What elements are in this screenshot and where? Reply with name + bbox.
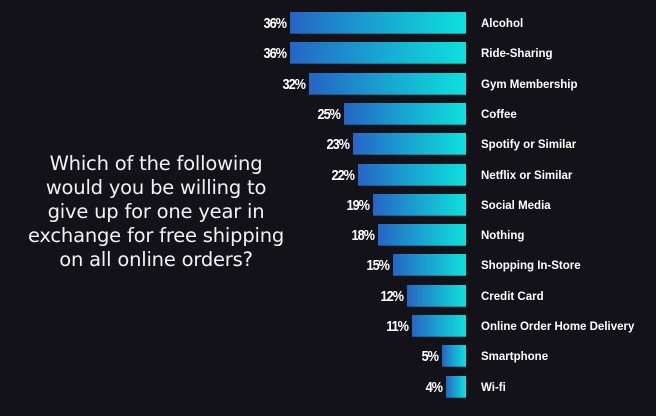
bar-row: 32% Gym Membership xyxy=(0,72,656,97)
bar xyxy=(412,315,466,337)
value-label: 12% xyxy=(380,287,404,305)
question-line: would you be willing to xyxy=(45,176,267,199)
bar xyxy=(407,284,466,307)
category-label: Online Order Home Delivery xyxy=(481,321,635,333)
value-label: 36% xyxy=(263,45,286,63)
category-label: Smartphone xyxy=(481,351,549,364)
category-label: Shopping In-Store xyxy=(481,260,581,273)
bar-row: 12% Credit Card xyxy=(0,284,656,309)
bar-row: 15% Shopping In-Store xyxy=(0,254,656,278)
question-line: Which of the following xyxy=(49,152,263,175)
value-label: 15% xyxy=(366,257,389,275)
bar-row: 11% Online Order Home Delivery xyxy=(0,315,656,339)
value-label: 23% xyxy=(326,136,350,154)
bar xyxy=(289,42,466,65)
category-label: Nothing xyxy=(481,230,525,243)
category-label: Spotify or Similar xyxy=(481,139,577,152)
question-line: give up for one year in xyxy=(47,200,265,223)
bar-row: 36% Alcohol xyxy=(0,12,656,36)
bar xyxy=(309,72,466,95)
bar-row: 4% Wi-fi xyxy=(0,375,656,400)
value-label: 36% xyxy=(263,15,286,32)
category-label: Gym Membership xyxy=(481,78,578,91)
bar xyxy=(353,133,466,156)
value-label: 4% xyxy=(426,378,443,396)
bar-row: 36% Ride-Sharing xyxy=(0,42,656,66)
value-label: 22% xyxy=(331,166,355,184)
value-label: 32% xyxy=(282,75,306,93)
bar-row: 22% Netflix or Similar xyxy=(0,163,656,188)
category-label: Credit Card xyxy=(481,290,544,303)
bar-row: 5% Smartphone xyxy=(0,345,656,369)
bar xyxy=(392,254,466,277)
value-label: 19% xyxy=(346,196,369,214)
bar-row: 19% Social Media xyxy=(0,193,656,218)
question-line: on all online orders? xyxy=(59,248,253,271)
bar xyxy=(441,345,466,368)
bar xyxy=(372,193,466,216)
category-label: Ride-Sharing xyxy=(481,48,553,61)
category-label: Netflix or Similar xyxy=(481,169,573,182)
value-label: 5% xyxy=(421,348,438,366)
value-label: 11% xyxy=(386,318,409,335)
bar xyxy=(446,375,466,398)
survey-question: Which of the following would you be will… xyxy=(8,152,304,272)
value-label: 18% xyxy=(351,227,374,245)
category-label: Coffee xyxy=(481,108,517,121)
value-label: 25% xyxy=(317,105,340,123)
category-label: Alcohol xyxy=(481,18,524,30)
bar-row: 25% Coffee xyxy=(0,102,656,127)
category-label: Wi-fi xyxy=(481,381,506,394)
bar xyxy=(358,163,466,186)
bar xyxy=(377,224,466,247)
question-line: exchange for free shipping xyxy=(27,224,285,247)
bar-row: 18% Nothing xyxy=(0,224,656,248)
bar xyxy=(289,12,466,34)
bar xyxy=(343,102,466,125)
category-label: Social Media xyxy=(481,199,551,212)
bar-row: 23% Spotify or Similar xyxy=(0,133,656,157)
